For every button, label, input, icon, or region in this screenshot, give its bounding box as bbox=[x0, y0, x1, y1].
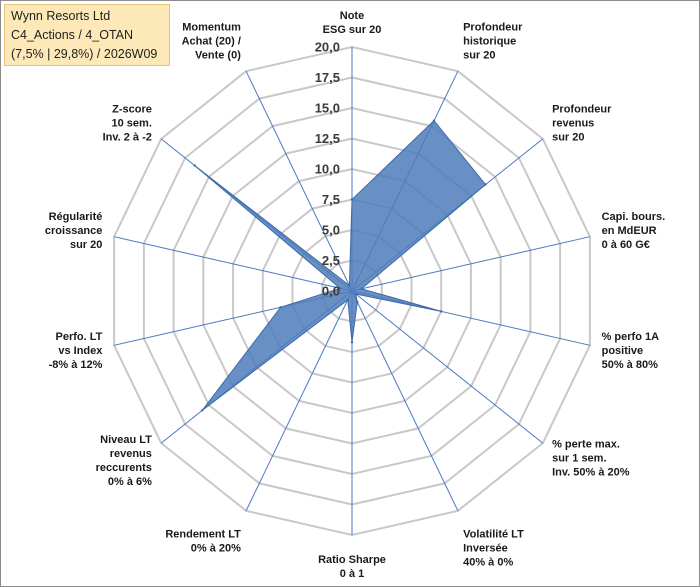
security-name: Wynn Resorts Ltd bbox=[11, 9, 111, 23]
axis-label: % perfo 1A positive 50% à 80% bbox=[602, 331, 660, 371]
tick-label: 0,0 bbox=[322, 284, 340, 299]
axis-spoke bbox=[245, 70, 353, 292]
axis-label: Momentum Achat (20) / Vente (0) bbox=[182, 21, 242, 61]
axis-label: Rendement LT 0% à 20% bbox=[165, 529, 241, 555]
data-point bbox=[338, 287, 342, 290]
axis-label: % perte max. sur 1 sem. Inv. 50% à 20% bbox=[552, 439, 630, 479]
data-point bbox=[201, 409, 204, 412]
security-info-box: Wynn Resorts Ltd C4_Actions / 4_OTAN (7,… bbox=[4, 4, 170, 66]
tick-label: 12,5 bbox=[315, 131, 340, 146]
axis-spoke bbox=[245, 290, 353, 512]
data-point bbox=[484, 183, 487, 186]
tick-label: 10,0 bbox=[315, 162, 340, 177]
data-point bbox=[440, 310, 443, 313]
axis-label: Note ESG sur 20 bbox=[323, 10, 382, 36]
axis-label: Profondeur revenus sur 20 bbox=[552, 104, 612, 144]
data-point bbox=[354, 292, 357, 296]
axis-labels: Note ESG sur 20 Profondeur historique sur 20… bbox=[45, 10, 665, 580]
axis-label: Profondeur historique sur 20 bbox=[463, 21, 523, 61]
radial-tick-labels: 0,0 2,5 5,0 7,5 10,0 12,5 15,0 17,5 20,0 bbox=[315, 40, 340, 299]
axis-label: Perfo. LT vs Index -8% à 12% bbox=[49, 331, 104, 371]
data-point bbox=[348, 284, 351, 287]
tick-label: 2,5 bbox=[322, 253, 340, 268]
axis-spoke bbox=[351, 290, 459, 512]
axis-label: Volatilité LT Inversée 40% à 0% bbox=[463, 529, 524, 569]
tick-label: 5,0 bbox=[322, 223, 340, 238]
data-point bbox=[360, 287, 363, 290]
data-point bbox=[432, 119, 436, 122]
data-point bbox=[356, 300, 359, 304]
data-point bbox=[350, 198, 354, 201]
security-stats: (7,5% | 29,8%) / 2026W09 bbox=[11, 47, 158, 61]
tick-label: 15,0 bbox=[315, 101, 340, 116]
data-point bbox=[193, 164, 196, 167]
axis-label: Niveau LT revenus reccurents 0% à 6% bbox=[96, 434, 153, 488]
data-point bbox=[350, 341, 354, 344]
security-category: C4_Actions / 4_OTAN bbox=[11, 28, 134, 42]
axis-label: Ratio Sharpe 0 à 1 bbox=[318, 554, 386, 580]
tick-label: 17,5 bbox=[315, 70, 340, 85]
tick-label: 7,5 bbox=[322, 192, 340, 207]
axis-label: Z-score 10 sem. Inv. 2 à -2 bbox=[103, 104, 152, 144]
axis-spoke bbox=[351, 290, 544, 444]
data-point bbox=[279, 306, 282, 309]
axis-label: Régularité croissance sur 20 bbox=[45, 211, 102, 251]
axis-spoke bbox=[351, 236, 591, 292]
axis-spoke bbox=[113, 236, 353, 292]
tick-label: 20,0 bbox=[315, 40, 340, 55]
data-point bbox=[346, 298, 349, 301]
radar-series bbox=[193, 119, 487, 412]
axis-label: Capi. bours. en MdEUR 0 à 60 G€ bbox=[602, 211, 666, 251]
